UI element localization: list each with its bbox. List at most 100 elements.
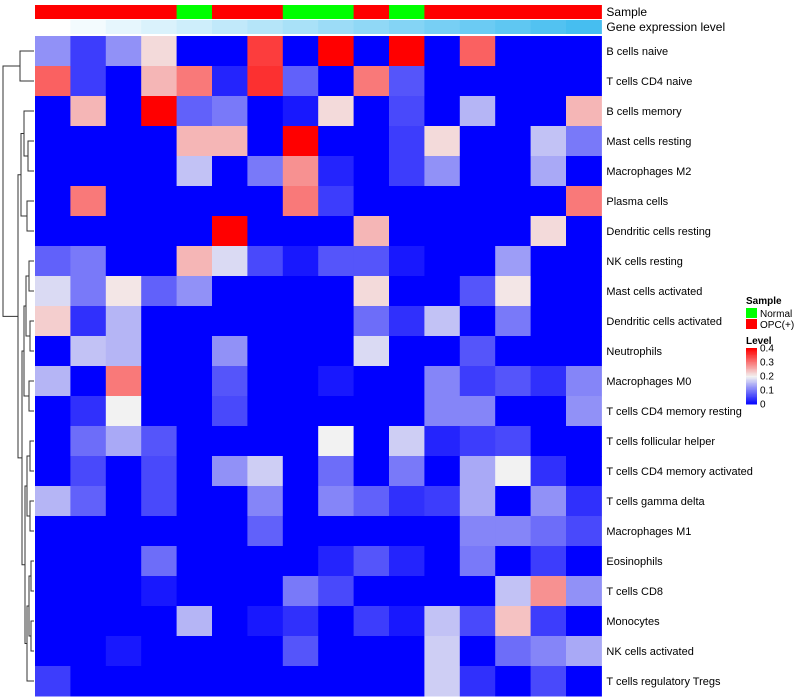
heatmap-cell (282, 546, 319, 577)
heatmap-cell (70, 126, 107, 157)
legend-colorbar-step (746, 366, 757, 369)
heatmap-cell (105, 666, 142, 697)
heatmap-cell (105, 456, 142, 487)
heatmap-cell (70, 246, 107, 277)
annotation-sample-cell (353, 5, 390, 19)
legend-colorbar-step (746, 352, 757, 355)
heatmap-cell (105, 306, 142, 337)
heatmap-cell (566, 636, 602, 667)
heatmap-cell (353, 66, 390, 97)
heatmap-cell (459, 336, 496, 367)
heatmap-cell (141, 486, 178, 517)
heatmap-cell (424, 666, 461, 697)
legend-level-tick-label: 0.1 (760, 386, 774, 397)
heatmap-cell (424, 66, 461, 97)
heatmap-cell (70, 36, 107, 67)
annotation-sample-cell (212, 5, 248, 19)
legend-sample-title: Sample (746, 296, 782, 307)
heatmap-cell (495, 426, 532, 457)
heatmap-cell (176, 546, 213, 577)
heatmap-cell (282, 636, 319, 667)
heatmap-cell (70, 216, 107, 247)
dendrogram-branch (29, 500, 34, 532)
heatmap-cell (176, 456, 213, 487)
heatmap-cell (282, 276, 319, 307)
heatmap-cell (35, 336, 71, 367)
heatmap-cell (530, 156, 567, 187)
heatmap-cell (424, 336, 461, 367)
heatmap-cell (247, 426, 284, 457)
heatmap-cell (424, 216, 461, 247)
heatmap-cell (318, 246, 355, 277)
heatmap-cell (495, 366, 532, 397)
heatmap-cell (353, 576, 390, 607)
heatmap-cell (530, 336, 567, 367)
annotation-sample-cell (247, 5, 284, 19)
heatmap-cell (105, 576, 142, 607)
heatmap-cell (459, 606, 496, 637)
heatmap-cell (459, 516, 496, 547)
heatmap-cell (318, 666, 355, 697)
heatmap-cell (318, 126, 355, 157)
heatmap-cell (495, 96, 532, 127)
heatmap-cell (389, 36, 425, 67)
legend-colorbar-step (746, 383, 757, 385)
heatmap-cell (530, 126, 567, 157)
heatmap-cell (459, 156, 496, 187)
heatmap-cell (70, 306, 107, 337)
annotation-sample-cell (70, 5, 107, 19)
heatmap-cell (282, 36, 319, 67)
heatmap-cell (35, 366, 71, 397)
legend-colorbar-step (746, 353, 757, 356)
heatmap-cell (70, 426, 107, 457)
annotation-sample-cell (35, 5, 71, 19)
heatmap-cell (318, 546, 355, 577)
row-label: T cells CD4 memory activated (606, 466, 753, 478)
heatmap-cell (247, 576, 284, 607)
heatmap-cell (495, 396, 532, 427)
heatmap-cell (353, 36, 390, 67)
heatmap-cell (35, 96, 71, 127)
row-label: T cells gamma delta (606, 496, 705, 508)
row-label: B cells memory (606, 106, 682, 118)
heatmap-cell (566, 306, 602, 337)
heatmap-cell (424, 546, 461, 577)
legend-colorbar-step (746, 367, 757, 370)
legend-colorbar-step (746, 390, 757, 392)
legend: Sample Normal OPC(+) Level 0.4 0.3 0.2 0.1 0 (746, 296, 794, 411)
heatmap-cell (389, 186, 425, 217)
heatmap-cell (282, 576, 319, 607)
heatmap-cell (318, 636, 355, 667)
heatmap-cell (459, 36, 496, 67)
heatmap-cell (459, 306, 496, 337)
heatmap-cell (141, 666, 178, 697)
heatmap-cell (353, 246, 390, 277)
heatmap-cell (70, 366, 107, 397)
heatmap-cell (247, 66, 284, 97)
annotation-sample-cell (459, 5, 496, 19)
annotation-expression-cell (318, 20, 355, 34)
dendrogram-branch (27, 140, 34, 172)
heatmap-cell (70, 396, 107, 427)
heatmap-cell (353, 306, 390, 337)
heatmap-cell (212, 666, 248, 697)
heatmap-cell (495, 486, 532, 517)
heatmap-cell (282, 426, 319, 457)
heatmap-cell (530, 276, 567, 307)
heatmap-cell (566, 576, 602, 607)
heatmap-cell (566, 546, 602, 577)
heatmap-cell (141, 306, 178, 337)
heatmap-cell (353, 636, 390, 667)
heatmap-cell (35, 306, 71, 337)
heatmap-cell (212, 546, 248, 577)
heatmap-cell (247, 156, 284, 187)
heatmap-cell (566, 66, 602, 97)
heatmap-cell (212, 606, 248, 637)
heatmap-cell (70, 96, 107, 127)
heatmap-cells (35, 36, 602, 697)
heatmap-cell (495, 246, 532, 277)
heatmap-cell (566, 606, 602, 637)
heatmap-cell (35, 396, 71, 427)
heatmap-cell (212, 276, 248, 307)
